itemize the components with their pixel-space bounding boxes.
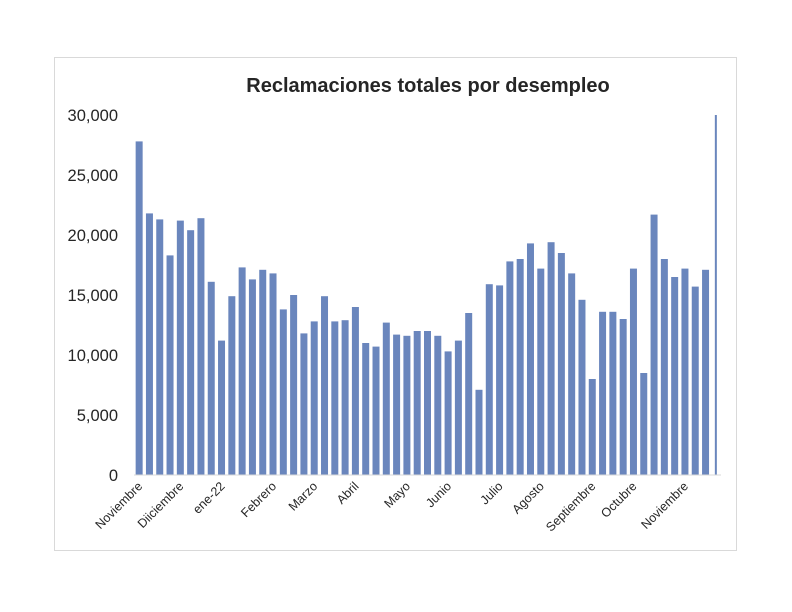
bar	[485, 284, 493, 475]
bar	[702, 269, 710, 475]
bar	[331, 321, 339, 475]
x-tick-label: Febrero	[238, 479, 279, 520]
bar	[557, 253, 565, 475]
bar	[403, 335, 411, 475]
bar	[145, 213, 153, 475]
bar	[248, 279, 256, 475]
bar-chart: Reclamaciones totales por desempleo 0 5,0…	[68, 75, 721, 534]
bar	[568, 273, 576, 475]
bar	[578, 299, 586, 475]
x-tick-label: Agosto	[509, 479, 546, 516]
bar	[691, 286, 699, 475]
bar	[609, 311, 617, 475]
bar	[341, 320, 349, 475]
y-tick-label: 10,000	[68, 347, 118, 365]
y-tick-label: 25,000	[68, 167, 118, 185]
bar	[547, 242, 555, 475]
bars	[135, 115, 717, 475]
bar	[681, 268, 689, 475]
x-tick-label: Noviembre	[638, 479, 691, 532]
x-tick-label: Mayo	[382, 479, 414, 511]
bar	[382, 322, 390, 475]
bar	[176, 220, 184, 475]
y-tick-label: 5,000	[77, 407, 118, 425]
bar	[454, 340, 462, 475]
bar	[496, 285, 504, 475]
bar	[372, 346, 380, 475]
x-tick-label: Julio	[478, 479, 506, 507]
bar	[588, 379, 596, 475]
chart-title: Reclamaciones totales por desempleo	[246, 75, 609, 97]
bar	[660, 259, 668, 475]
bar	[228, 296, 236, 475]
bar	[166, 255, 174, 475]
bar	[259, 269, 267, 475]
bar	[434, 335, 442, 475]
bar	[671, 277, 679, 475]
bar	[290, 295, 298, 475]
bar	[135, 141, 143, 475]
bar	[714, 115, 717, 475]
bar	[393, 334, 401, 475]
y-axis: 0 5,000 10,000 15,000 20,000 25,000 30,000	[68, 107, 118, 485]
bar	[537, 268, 545, 475]
x-tick-label: ene-22	[190, 479, 227, 516]
bar	[465, 313, 473, 475]
bar	[197, 218, 205, 475]
bar	[207, 281, 215, 475]
y-tick-label: 30,000	[68, 107, 118, 125]
bar	[619, 319, 627, 475]
x-tick-label: Septiembre	[543, 479, 598, 534]
y-tick-label: 20,000	[68, 227, 118, 245]
bar	[238, 267, 246, 475]
bar	[310, 321, 318, 475]
x-tick-label: Junio	[423, 479, 454, 510]
bar	[279, 309, 287, 475]
x-tick-label: Octubre	[598, 479, 639, 520]
bar	[599, 311, 607, 475]
x-tick-label: Marzo	[286, 479, 320, 513]
bar	[650, 214, 658, 475]
bar	[321, 296, 329, 475]
bar	[475, 389, 483, 475]
chart-frame: Reclamaciones totales por desempleo 0 5,0…	[54, 57, 737, 551]
y-tick-label: 15,000	[68, 287, 118, 305]
bar	[351, 307, 359, 475]
bar	[187, 230, 195, 475]
bar	[506, 261, 514, 475]
bar	[640, 373, 648, 475]
bar	[300, 333, 308, 475]
bar	[269, 273, 277, 475]
bar	[516, 259, 524, 475]
bar	[424, 331, 431, 475]
bar	[156, 219, 164, 475]
y-tick-label: 0	[109, 467, 118, 485]
bar	[526, 243, 534, 475]
bar	[444, 351, 452, 475]
bar	[218, 340, 226, 475]
x-tick-label: Abril	[334, 479, 362, 507]
bar	[413, 331, 421, 475]
bar	[629, 268, 637, 475]
bar	[362, 343, 370, 475]
